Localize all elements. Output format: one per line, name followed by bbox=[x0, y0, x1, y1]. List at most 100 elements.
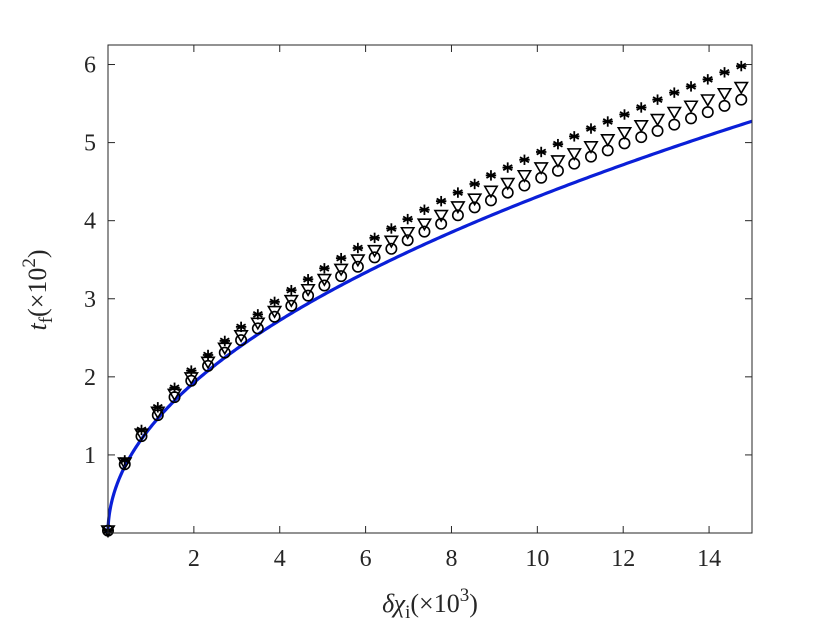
asterisk-point bbox=[619, 109, 630, 120]
x-tick-label: 10 bbox=[525, 546, 549, 572]
circle-point bbox=[251, 322, 264, 335]
asterisk-point bbox=[636, 102, 647, 113]
plot-frame bbox=[107, 44, 753, 534]
triangle-point bbox=[316, 273, 332, 287]
x-tick-label: 2 bbox=[188, 546, 200, 572]
x-tick-label: 8 bbox=[445, 546, 457, 572]
triangle-point bbox=[483, 185, 499, 199]
circle-point bbox=[484, 194, 497, 207]
asterisk-point bbox=[585, 123, 597, 134]
asterisk-point bbox=[402, 213, 413, 225]
y-tick-label: 4 bbox=[84, 209, 96, 235]
asterisk-point bbox=[502, 162, 513, 173]
triangle-point bbox=[666, 106, 682, 120]
y-tick-label: 1 bbox=[84, 443, 96, 469]
circle-point bbox=[285, 299, 298, 312]
asterisk-point bbox=[386, 223, 397, 234]
circle-point bbox=[335, 270, 348, 283]
triangle-point bbox=[649, 113, 666, 127]
x-tick-label: 14 bbox=[697, 546, 721, 572]
asterisk-point bbox=[252, 309, 264, 320]
circle-point bbox=[418, 225, 431, 238]
triangle-point bbox=[600, 134, 616, 147]
asterisk-point bbox=[152, 402, 164, 413]
triangle-point bbox=[467, 193, 483, 207]
asterisk-point bbox=[419, 204, 430, 215]
asterisk-point bbox=[269, 296, 280, 308]
asterisk-point bbox=[136, 424, 147, 436]
triangle-point bbox=[716, 87, 733, 101]
asterisk-point bbox=[569, 131, 580, 142]
asterisk-point bbox=[202, 349, 214, 361]
triangle-point bbox=[416, 218, 433, 232]
x-tick-label: 12 bbox=[611, 546, 635, 572]
asterisk-point bbox=[286, 284, 297, 296]
asterisk-point bbox=[235, 321, 247, 333]
triangle-point bbox=[333, 263, 349, 277]
asterisk-point bbox=[652, 94, 663, 105]
asterisk-point bbox=[369, 232, 380, 244]
x-axis-label: δχi(×103) bbox=[382, 585, 478, 623]
y-tick-label: 6 bbox=[84, 53, 96, 79]
triangle-point bbox=[383, 235, 399, 249]
triangle-point bbox=[367, 244, 383, 258]
asterisk-point bbox=[719, 67, 730, 78]
circle-point bbox=[435, 217, 448, 230]
circle-point bbox=[235, 334, 248, 347]
x-axis-label-paren: (×10 bbox=[410, 589, 459, 618]
x-tick-label: 4 bbox=[274, 546, 286, 572]
circle-point bbox=[318, 279, 331, 292]
asterisk-point bbox=[219, 335, 230, 347]
data-marks bbox=[100, 60, 753, 539]
triangle-point bbox=[516, 169, 533, 183]
asterisk-point bbox=[335, 252, 347, 264]
series-line-continuous bbox=[106, 119, 753, 533]
circle-point bbox=[218, 346, 231, 359]
triangle-point bbox=[733, 81, 749, 95]
circle-point bbox=[451, 209, 464, 222]
y-tick-label: 2 bbox=[84, 365, 96, 391]
y-axis-label-sup: 2 bbox=[19, 258, 40, 268]
x-axis-label-sup: 3 bbox=[460, 585, 470, 606]
circle-point bbox=[501, 186, 514, 199]
circle-point bbox=[385, 242, 398, 255]
series-asterisk bbox=[102, 60, 747, 536]
asterisk-point bbox=[485, 170, 497, 181]
triangle-point bbox=[616, 126, 633, 140]
y-axis-label-main: t bbox=[23, 323, 52, 331]
triangle-point bbox=[500, 177, 516, 191]
triangle-point bbox=[300, 283, 316, 297]
x-axis-label-sub: i bbox=[405, 602, 410, 623]
asterisk-point bbox=[552, 138, 564, 150]
circle-point bbox=[351, 260, 364, 273]
triangle-point bbox=[566, 148, 582, 161]
triangle-point bbox=[583, 141, 599, 154]
asterisk-point bbox=[352, 242, 364, 254]
triangle-point bbox=[350, 254, 366, 268]
asterisk-point bbox=[685, 81, 697, 92]
y-axis-label-close: ) bbox=[23, 249, 52, 258]
triangle-point bbox=[400, 226, 416, 240]
triangle-point bbox=[433, 209, 449, 223]
asterisk-point bbox=[169, 382, 180, 393]
y-tick-label: 3 bbox=[84, 287, 96, 313]
triangle-point bbox=[450, 201, 466, 215]
x-axis-label-close: ) bbox=[469, 589, 478, 618]
triangle-point bbox=[633, 119, 649, 133]
asterisk-point bbox=[602, 116, 613, 127]
circle-point bbox=[368, 251, 381, 264]
x-axis-label-main: δχ bbox=[382, 589, 406, 618]
asterisk-point bbox=[669, 87, 680, 98]
circle-point bbox=[468, 201, 481, 214]
circle-point bbox=[401, 234, 414, 247]
triangle-point bbox=[533, 162, 549, 176]
triangle-point bbox=[700, 94, 716, 108]
y-axis-label-sub: f bbox=[36, 316, 57, 323]
asterisk-point bbox=[119, 455, 130, 466]
asterisk-point bbox=[435, 195, 447, 207]
y-axis-label: tf(×102) bbox=[19, 249, 57, 330]
